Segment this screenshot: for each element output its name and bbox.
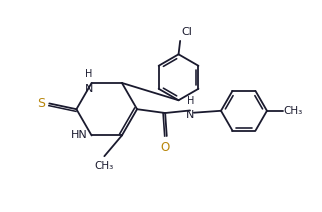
- Text: N: N: [186, 110, 194, 120]
- Text: CH₃: CH₃: [95, 161, 114, 171]
- Text: CH₃: CH₃: [284, 106, 303, 116]
- Text: O: O: [161, 141, 170, 154]
- Text: H: H: [187, 96, 194, 106]
- Text: HN: HN: [71, 130, 88, 140]
- Text: N: N: [85, 84, 93, 94]
- Text: Cl: Cl: [181, 27, 192, 37]
- Text: S: S: [37, 97, 45, 110]
- Text: H: H: [85, 69, 93, 79]
